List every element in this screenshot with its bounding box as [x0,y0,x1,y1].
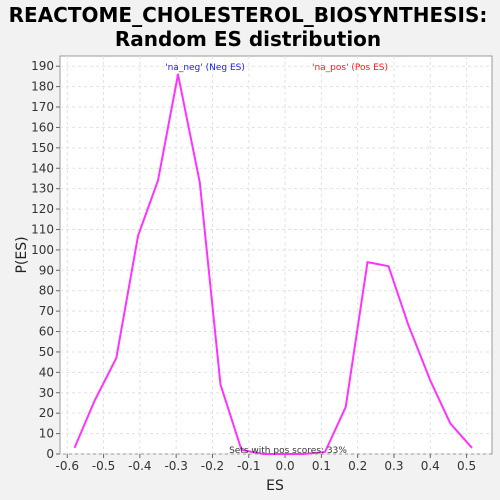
y-tick-label: 130 [31,182,54,196]
chart-title-line-2: Random ES distribution [115,27,381,51]
x-tick-label: -0.2 [201,459,224,473]
y-tick-label: 160 [31,120,54,134]
y-tick-label: 70 [39,304,54,318]
y-tick-label: 30 [39,386,54,400]
x-tick-label: 0.5 [457,459,476,473]
y-tick-label: 20 [39,406,54,420]
x-tick-label: 0.2 [348,459,367,473]
y-tick-label: 60 [39,325,54,339]
y-tick-label: 190 [31,59,54,73]
series-group [73,73,473,455]
x-tick-label: -0.1 [237,459,260,473]
series-line [73,73,473,455]
x-tick-label: -0.5 [92,459,115,473]
y-tick-label: 40 [39,365,54,379]
x-tick-label: 0.0 [276,459,295,473]
y-tick-label: 90 [39,263,54,277]
y-axis-label: P(ES) [14,236,30,273]
y-tick-label: 170 [31,100,54,114]
plot-area [59,55,493,455]
neg-es-annotation: 'na_neg' (Neg ES) [165,63,245,73]
y-axis-ticks: 0 10 20 30 40 50 60 70 80 90 100 110 120 130 140 150 160… [31,59,60,461]
x-tick-label: 0.1 [312,459,331,473]
grid [60,56,492,455]
y-tick-label: 50 [39,345,54,359]
chart-title-line-1: REACTOME_CHOLESTEROL_BIOSYNTHESIS: [9,3,488,27]
y-tick-label: 100 [31,243,54,257]
pos-es-annotation: 'na_pos' (Pos ES) [312,63,388,73]
y-tick-label: 180 [31,80,54,94]
y-tick-label: 0 [46,447,54,461]
x-tick-label: 0.4 [421,459,440,473]
x-axis-ticks: -0.6 -0.5 -0.4 -0.3 -0.2 -0.1 0.0 0.1 0.2 0.3 0.4 0… [56,454,476,473]
x-tick-label: -0.3 [164,459,187,473]
y-tick-label: 120 [31,202,54,216]
y-tick-label: 10 [39,427,54,441]
x-tick-label: 0.3 [384,459,403,473]
y-tick-label: 110 [31,222,54,236]
sets-pos-scores-annotation: Sets with pos scores: 33% [229,446,347,456]
x-axis-label: ES [266,478,284,494]
y-tick-label: 80 [39,284,54,298]
x-tick-label: -0.4 [128,459,151,473]
x-tick-label: -0.6 [56,459,79,473]
y-tick-label: 140 [31,161,54,175]
y-tick-label: 150 [31,141,54,155]
